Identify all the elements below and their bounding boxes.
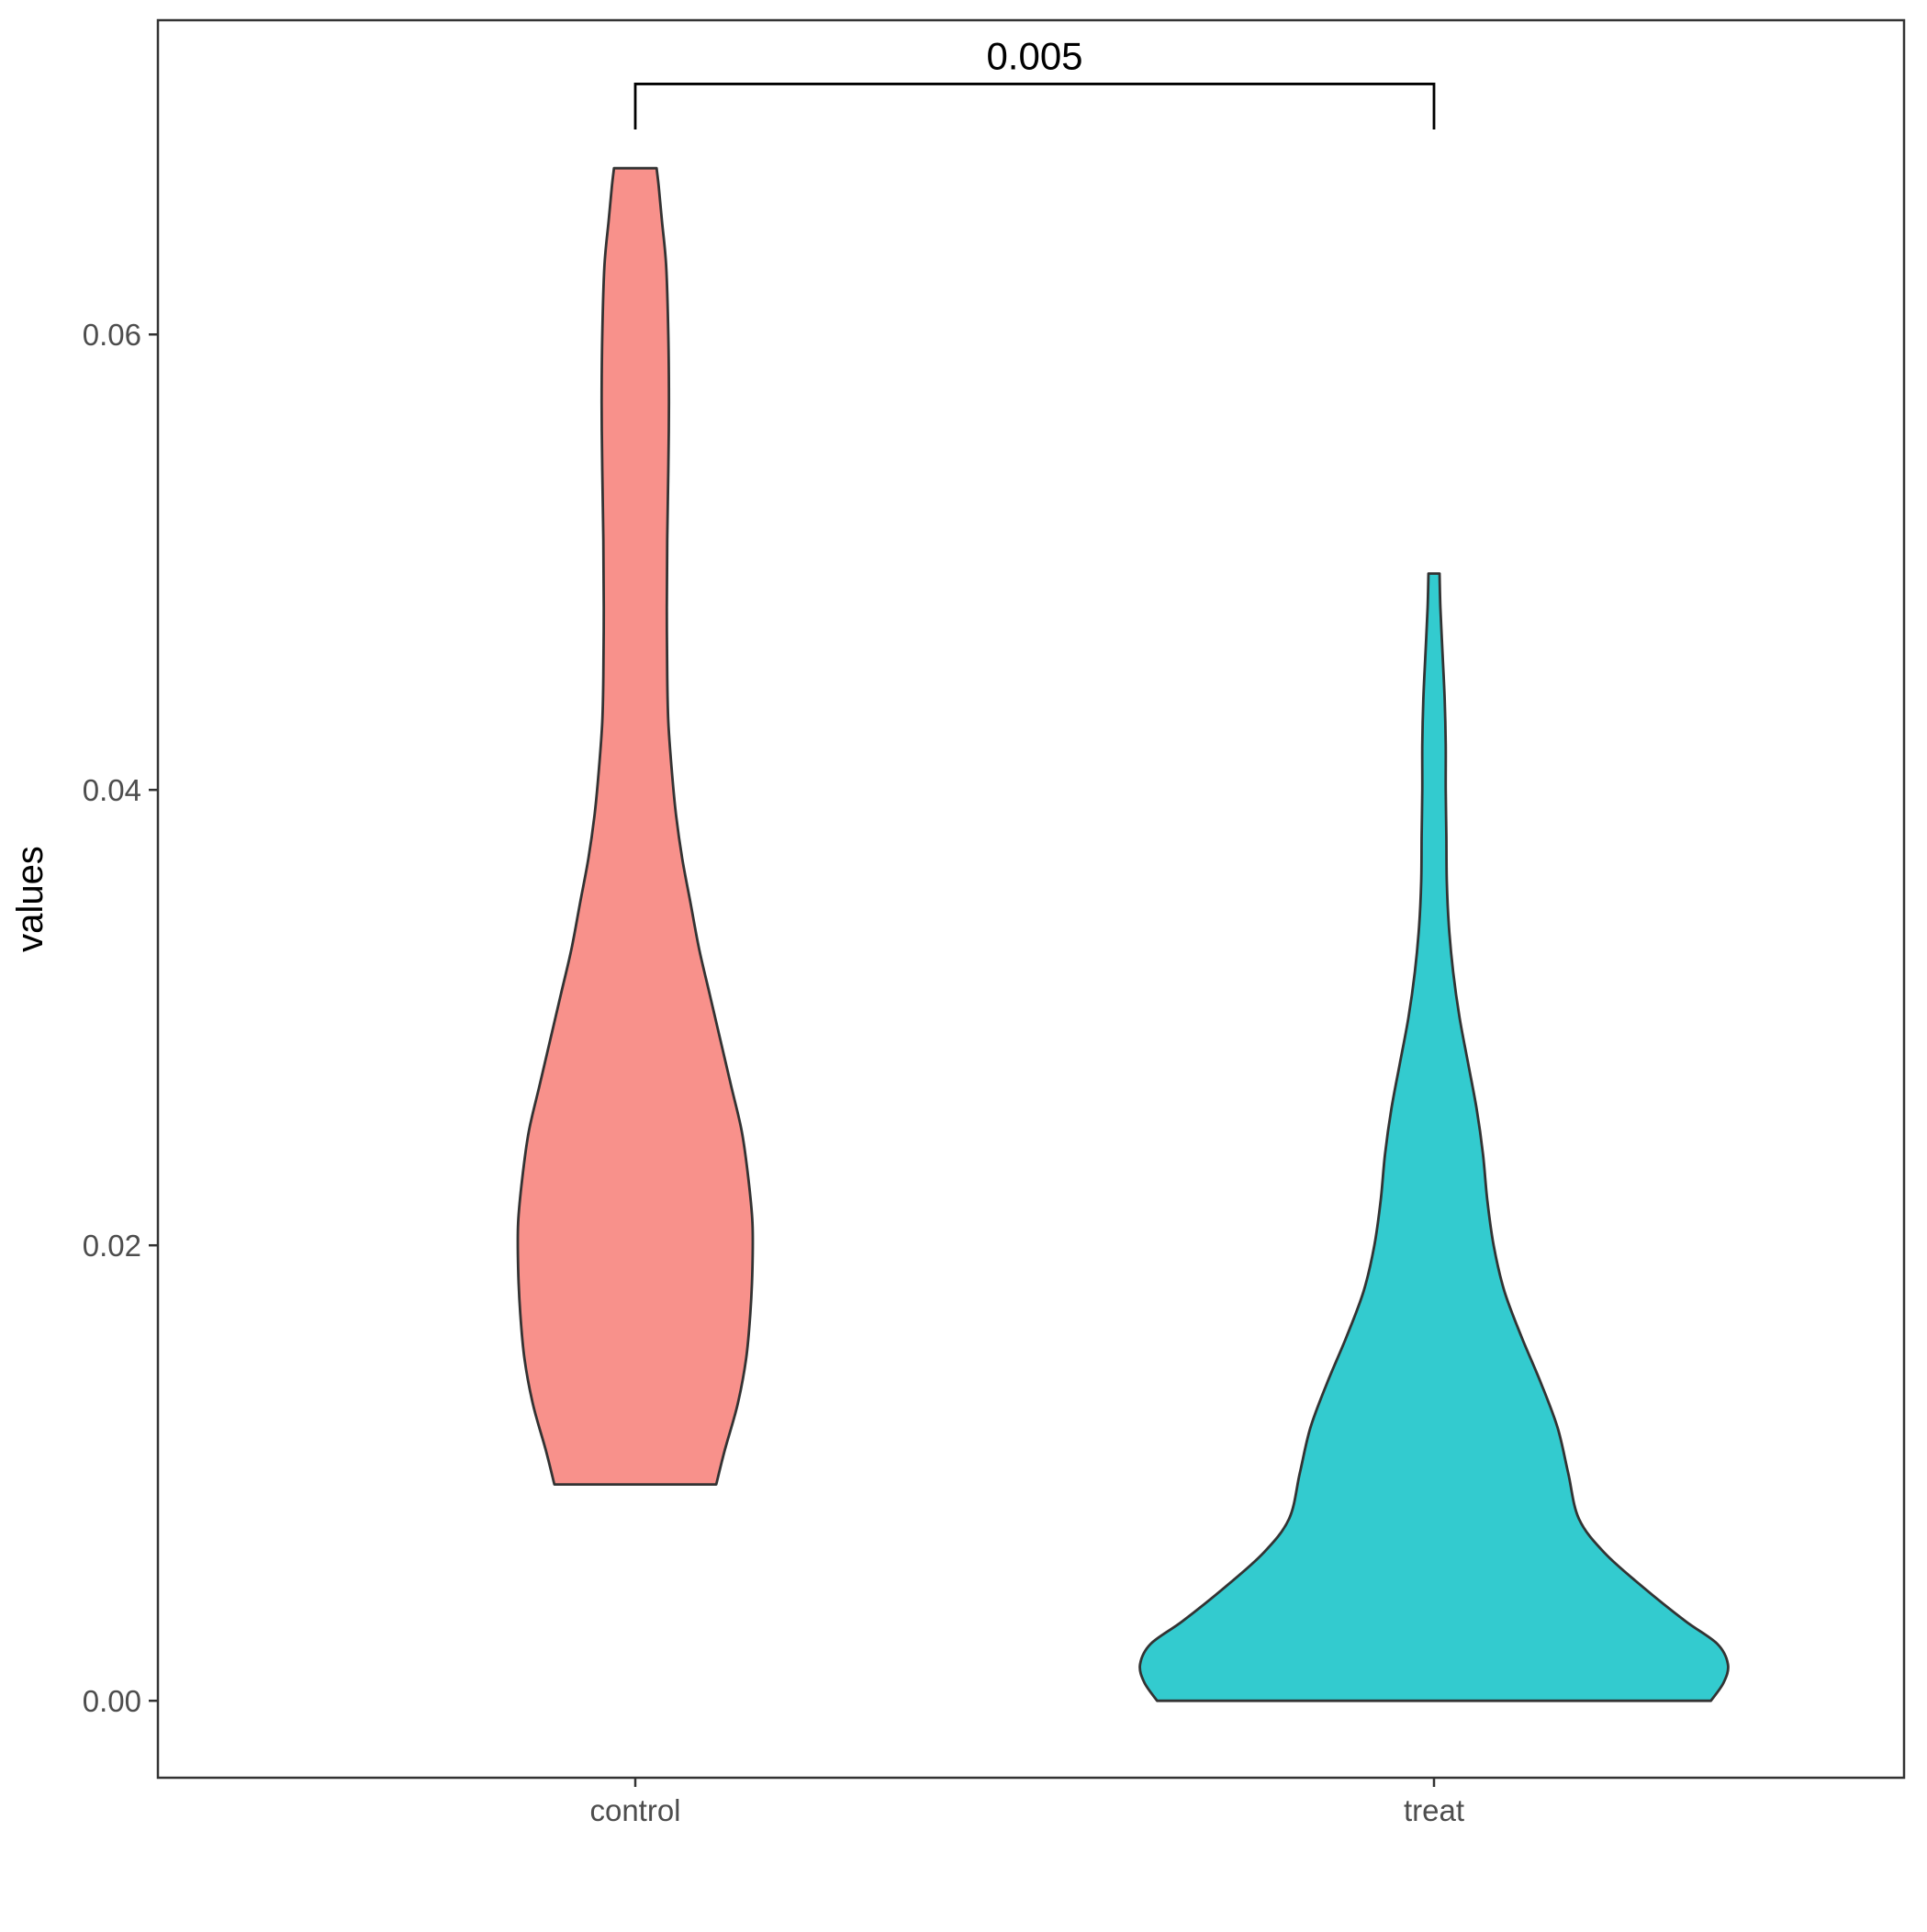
violin-treat xyxy=(1138,572,1730,1702)
x-tick-label: treat xyxy=(1404,1793,1464,1827)
plot-panel-border xyxy=(156,18,1906,1780)
y-axis: 0.00 0.02 0.04 0.06 xyxy=(83,318,158,1718)
x-tick-label: control xyxy=(589,1793,680,1827)
p-value-label: 0.005 xyxy=(986,34,1082,77)
y-tick-label: 0.00 xyxy=(83,1684,141,1718)
y-tick-label: 0.04 xyxy=(83,773,141,807)
annotation-layer: 0.005 xyxy=(633,34,1436,130)
y-tick-label: 0.02 xyxy=(83,1229,141,1263)
y-axis-label: values xyxy=(10,846,50,952)
y-tick-label: 0.06 xyxy=(83,318,141,352)
x-axis: control treat xyxy=(589,1778,1464,1827)
violin-control xyxy=(516,166,755,1486)
violins-group xyxy=(516,166,1730,1702)
significance-bracket xyxy=(633,83,1436,130)
